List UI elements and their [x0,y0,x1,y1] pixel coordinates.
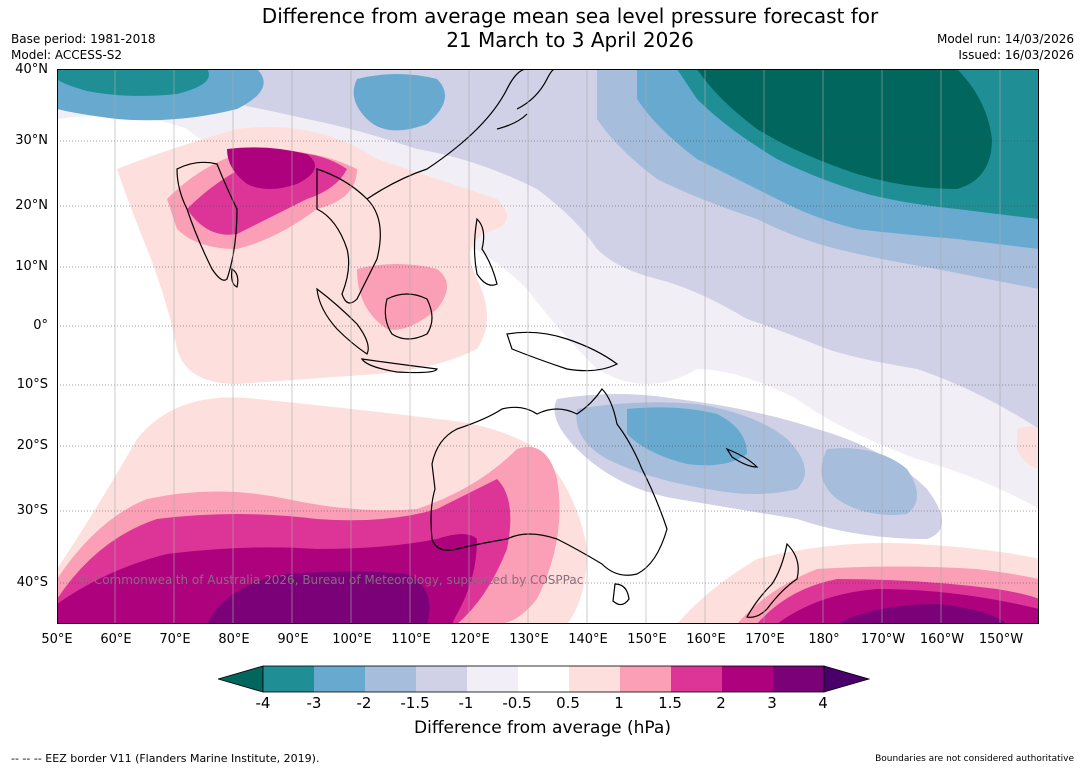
lon-label-170w: 170°W [860,632,906,647]
anomaly-band-pos-1-sea [357,264,447,330]
new-caledonia-outline [725,447,759,468]
lon-label-50e: 50°E [41,632,73,647]
anomaly-band-neg-3b [57,69,209,96]
lat-label-20s: 20°S [16,438,48,453]
colorbar-extend-high [823,665,870,693]
colorbar-swatch [518,666,569,692]
lon-label-120e: 120°E [450,632,490,647]
sumatra-outline [316,287,369,355]
java-outline [360,358,438,374]
anomaly-band-neg-4 [697,69,992,189]
lon-label-160e: 160°E [686,632,726,647]
colorbar-tick: -2 [356,694,372,712]
map-canvas [57,69,1039,624]
lat-label-10s: 10°S [16,377,48,392]
colorbar-swatch [365,666,416,692]
lon-label-70e: 70°E [159,632,191,647]
metadata-left: Base period: 1981-2018 Model: ACCESS-S2 [11,31,156,63]
model-run: Model run: 14/03/2026 [936,32,1074,46]
lat-label-30n: 30°N [15,133,48,148]
lon-label-160w: 160°W [919,632,965,647]
map-frame [57,69,1039,624]
colorbar-tick: -1 [458,694,474,712]
lat-label-40n: 40°N [15,62,48,77]
lat-label-0: 0° [33,318,48,333]
base-period: Base period: 1981-2018 [11,32,156,46]
colorbar-tick: -1.5 [400,694,430,712]
lon-label-170e: 170°E [745,632,785,647]
lat-label-20n: 20°N [15,198,48,213]
australia-outline [430,388,668,576]
anomaly-band-pos-3-nz [837,604,1007,624]
colorbar-tick: -3 [306,694,322,712]
lon-label-60e: 60°E [100,632,132,647]
colorbar-tick: 4 [818,694,828,712]
anomaly-band-pos-0.5-east [1017,426,1039,469]
colorbar-label: Difference from average (hPa) [414,718,671,738]
india-outline [176,161,238,281]
colorbar-swatch [620,666,671,692]
colorbar-swatch [773,666,824,692]
metadata-right: Model run: 14/03/2026 Issued: 16/03/2026 [937,31,1074,63]
colorbar-tick: 1.5 [658,694,682,712]
model-name: Model: ACCESS-S2 [11,48,123,62]
pressure-anomaly-map [57,69,1039,624]
lon-label-180: 180° [808,632,840,647]
lon-label-140e: 140°E [568,632,608,647]
new-guinea-outline [506,331,619,372]
lon-label-80e: 80°E [218,632,250,647]
colorbar-tick: -4 [255,694,271,712]
new-zealand-outline [746,542,799,618]
meridians [114,69,1001,624]
coastlines [176,69,799,618]
lon-label-90e: 90°E [277,632,309,647]
anomaly-band-neg-2b [627,407,747,466]
colorbar-tick: 0.5 [556,694,580,712]
boundaries-disclaimer: Boundaries are not considered authoritat… [875,754,1074,764]
colorbar-tick: 3 [767,694,777,712]
philippines-outline [473,217,498,286]
lon-label-100e: 100°E [332,632,372,647]
lon-label-150e: 150°E [627,632,667,647]
issued-date: Issued: 16/03/2026 [958,48,1074,62]
colorbar-swatch [416,666,467,692]
anomaly-band-pos-2-india [227,147,315,189]
colorbar-extend-low [218,665,264,693]
title-line-2: 21 March to 3 April 2026 [446,28,694,52]
lon-label-150w: 150°W [978,632,1024,647]
colorbar [218,665,870,693]
colorbar-frame [262,665,825,693]
colorbar-swatch [467,666,518,692]
lat-label-30s: 30°S [16,503,48,518]
colorbar-swatch [722,666,773,692]
eez-border-note: -- -- -- EEZ border V11 (Flanders Marine… [11,752,320,765]
map-title: Difference from average mean sea level p… [220,4,920,52]
copyright-watermark: © Commonwealth of Australia 2026, Bureau… [78,573,584,587]
colorbar-tick: 2 [716,694,726,712]
colorbar-swatch [263,666,314,692]
lon-label-110e: 110°E [391,632,431,647]
colorbar-swatch [314,666,365,692]
colorbar-swatch [671,666,722,692]
anomaly-band-neg-2d [353,74,445,131]
sri-lanka-outline [230,267,239,288]
colorbar-tick: 1 [614,694,624,712]
borneo-outline [384,293,433,340]
colorbar-tick: -0.5 [502,694,532,712]
china-coast [366,69,528,200]
lat-label-40s: 40°S [16,575,48,590]
lon-label-130e: 130°E [509,632,549,647]
lat-label-10n: 10°N [15,259,48,274]
title-line-1: Difference from average mean sea level p… [261,4,879,28]
colorbar-swatch [569,666,620,692]
tasmania-outline [612,583,630,606]
anomaly-band-pos-3-south [207,571,430,624]
anomaly-band-neg-1.5c [821,448,917,515]
